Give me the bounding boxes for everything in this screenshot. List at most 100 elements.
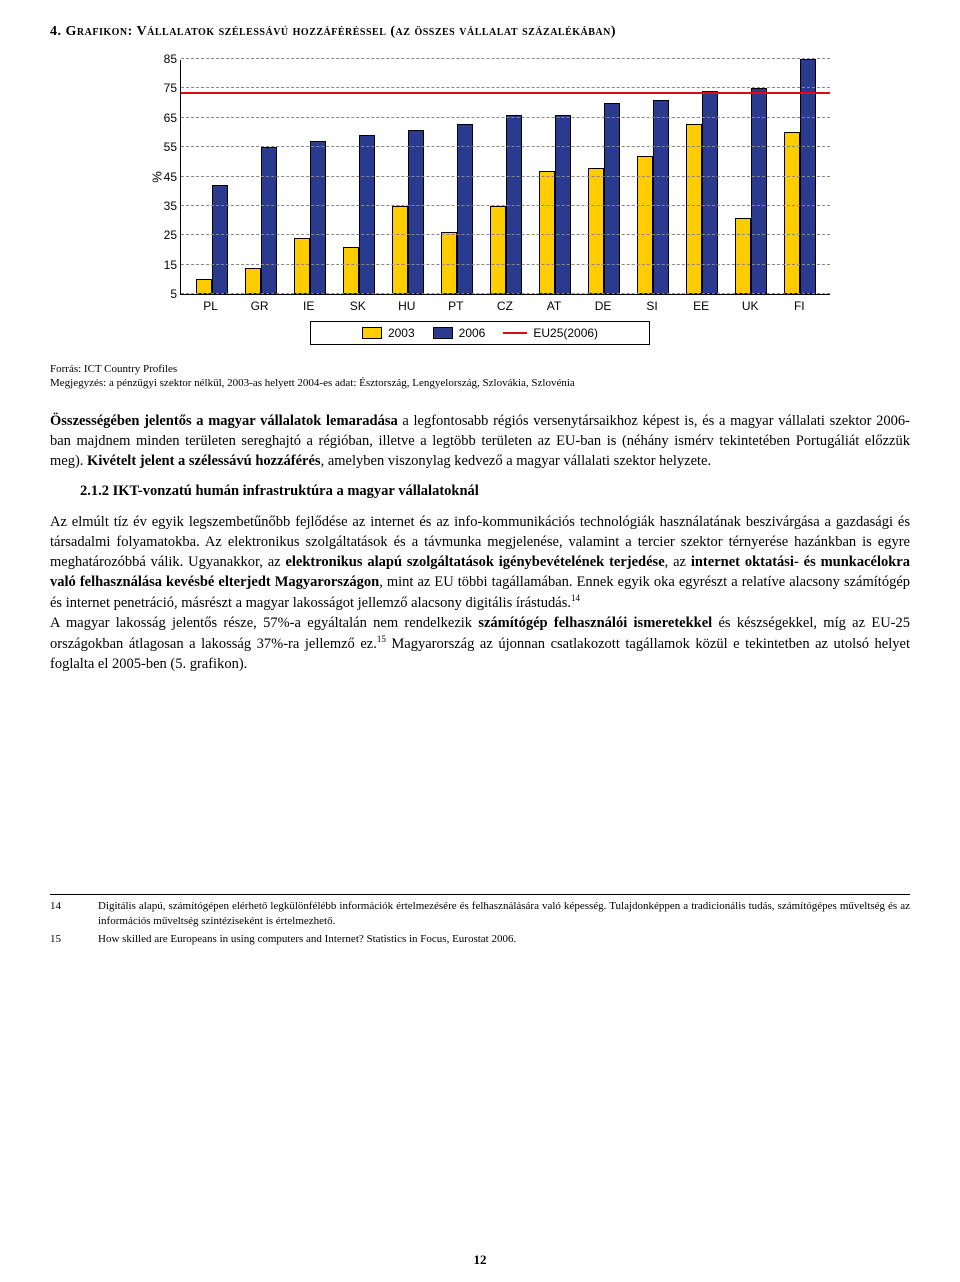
bar-2003 [784,132,800,294]
y-tick-label: 15 [164,258,177,272]
legend-label-2003: 2003 [388,326,415,340]
para1-bold-c: Kivételt jelent a szélessávú hozzáférés [87,453,321,469]
bar-2006 [408,130,424,295]
y-ticks: 51525354555657585 [151,60,179,294]
bar-2003 [539,171,555,294]
bar-2006 [800,59,816,294]
footnote-ref-15: 15 [377,634,386,644]
bar-group [387,130,429,295]
para3-text-a: A magyar lakosság jelentős része, 57%-a … [50,615,478,631]
para3-bold-b: számítógép felhasználói ismeretekkel [478,615,712,631]
bar-2006 [604,103,620,294]
x-tick-label: EE [680,299,722,313]
y-tick-label: 75 [164,81,177,95]
y-tick-label: 45 [164,170,177,184]
legend-swatch-eu25 [503,332,527,334]
y-tick-label: 55 [164,140,177,154]
legend-swatch-2003 [362,327,382,339]
y-tick-label: 5 [170,287,177,301]
y-tick-label: 65 [164,111,177,125]
legend-item-eu25: EU25(2006) [503,326,598,340]
chart-container: % 51525354555657585 PL GR IE SK HU PT CZ AT DE SI… [130,60,830,345]
bars-group [181,60,830,294]
grid-line [181,264,830,265]
grid-line [181,117,830,118]
paragraph-1: Összességében jelentős a magyar vállalat… [50,411,910,471]
bar-2003 [490,206,506,294]
footnote-text-14: Digitális alapú, számítógépen elérhető l… [98,899,910,929]
bar-group [191,185,233,294]
x-tick-label: PL [190,299,232,313]
bar-group [240,147,282,294]
x-tick-label: FI [778,299,820,313]
x-tick-label: SK [337,299,379,313]
grid-line [181,146,830,147]
x-tick-label: IE [288,299,330,313]
y-tick-label: 35 [164,199,177,213]
bar-group [289,141,331,294]
footnote-14: 14 Digitális alapú, számítógépen elérhet… [50,899,910,929]
grid-line [181,58,830,59]
grid-line [181,176,830,177]
footnote-num-15: 15 [50,932,98,947]
bar-2003 [392,206,408,294]
section-subhead: 2.1.2 IKT-vonzatú humán infrastruktúra a… [80,483,910,500]
chart-plot-area: % 51525354555657585 [180,60,830,295]
x-tick-label: PT [435,299,477,313]
bar-2006 [261,147,277,294]
footnote-separator [50,894,910,895]
x-tick-label: SI [631,299,673,313]
grid-line [181,234,830,235]
grid-line [181,87,830,88]
y-tick-label: 25 [164,228,177,242]
bar-2003 [637,156,653,294]
bar-2003 [196,279,212,294]
bar-2006 [653,100,669,294]
footnote-ref-14: 14 [571,593,580,603]
paragraph-2: Az elmúlt tíz év egyik legszembetűnőbb f… [50,512,910,674]
x-tick-label: DE [582,299,624,313]
bar-2003 [294,238,310,294]
legend-label-2006: 2006 [459,326,486,340]
footnote-15: 15 How skilled are Europeans in using co… [50,932,910,947]
reference-line-eu25 [181,92,830,94]
para1-bold-a: Összességében jelentős a magyar vállalat… [50,413,398,429]
bar-group [436,124,478,294]
chart-source: Forrás: ICT Country Profiles [50,363,910,375]
bar-2006 [212,185,228,294]
y-tick-label: 85 [164,52,177,66]
bar-2006 [457,124,473,294]
grid-line [181,205,830,206]
x-tick-label: HU [386,299,428,313]
legend-swatch-2006 [433,327,453,339]
bar-group [779,59,821,294]
para2-bold-b: elektronikus alapú szolgáltatások igényb… [285,554,664,570]
legend-label-eu25: EU25(2006) [533,326,598,340]
bar-group [632,100,674,294]
bar-2006 [359,135,375,294]
bar-2003 [245,268,261,294]
x-tick-label: UK [729,299,771,313]
footnote-num-14: 14 [50,899,98,929]
footnote-text-15: How skilled are Europeans in using compu… [98,932,910,947]
chart-note: Megjegyzés: a pénzügyi szektor nélkül, 2… [50,377,910,389]
x-tick-label: CZ [484,299,526,313]
para1-text-d: , amelyben viszonylag kedvező a magyar v… [321,453,712,469]
x-tick-label: AT [533,299,575,313]
x-axis-labels: PL GR IE SK HU PT CZ AT DE SI EE UK FI [180,295,830,313]
bar-2003 [343,247,359,294]
bar-2006 [310,141,326,294]
page-number: 12 [0,1252,960,1268]
legend-item-2006: 2006 [433,326,486,340]
x-tick-label: GR [239,299,281,313]
chart-legend: 2003 2006 EU25(2006) [310,321,650,345]
bar-2003 [588,168,604,294]
bar-group [583,103,625,294]
bar-2003 [735,218,751,294]
bar-2003 [686,124,702,294]
bar-group [338,135,380,294]
grid-line [181,293,830,294]
para2-text-c: , az [665,554,691,570]
chart-title: 4. Grafikon: Vállalatok szélessávú hozzá… [50,24,910,40]
legend-item-2003: 2003 [362,326,415,340]
